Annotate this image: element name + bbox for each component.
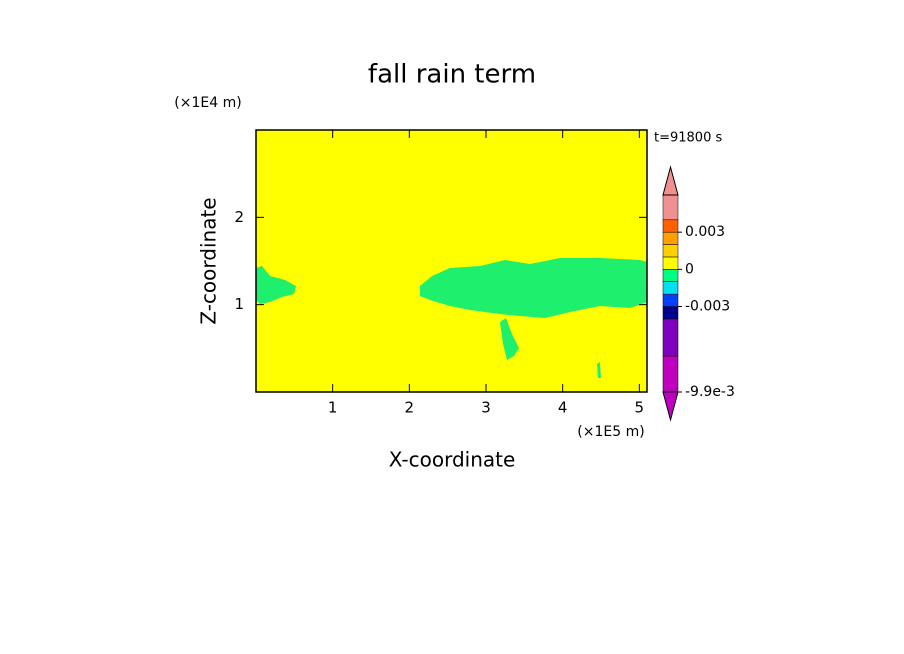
colorbar-segment [662,355,679,393]
x-tick-label: 3 [481,399,491,417]
colorbar-segment [662,194,679,221]
colorbar-label: -0.003 [685,299,730,315]
region [256,266,296,304]
region [420,258,647,318]
colorbar-extend-top [662,165,679,196]
y-axis-label: Z-coordinate [197,197,221,324]
time-annotation: t=91800 s [654,131,722,146]
colorbar-label: 0 [685,261,694,277]
x-tick-label: 1 [328,399,338,417]
colorbar-segment [662,293,679,307]
contour-regions [256,258,647,378]
colorbar-label: 0.003 [685,224,725,240]
colorbar-segment [662,306,679,320]
y-tick-label: 1 [234,295,244,313]
region [500,318,519,360]
x-tick-label: 4 [558,399,568,417]
colorbar-segment [662,269,679,282]
colorbar-extend-bottom [662,391,679,422]
colorbar-segment [662,281,679,295]
plot-frame [255,129,648,393]
y-tick-label: 2 [234,208,244,226]
region [597,362,601,378]
y-unit: (×1E4 m) [174,95,241,111]
colorbar-label: -9.9e-3 [685,384,735,400]
colorbar-segment [662,256,679,270]
chart-title: fall rain term [368,60,536,90]
colorbar-segment [662,219,679,233]
x-tick-label: 5 [635,399,645,417]
x-tick-label: 2 [405,399,415,417]
x-unit: (×1E5 m) [577,424,644,440]
colorbar-segment [662,318,679,357]
colorbar-segment [662,231,679,245]
x-axis-label: X-coordinate [389,448,516,472]
colorbar-segment [662,244,679,258]
